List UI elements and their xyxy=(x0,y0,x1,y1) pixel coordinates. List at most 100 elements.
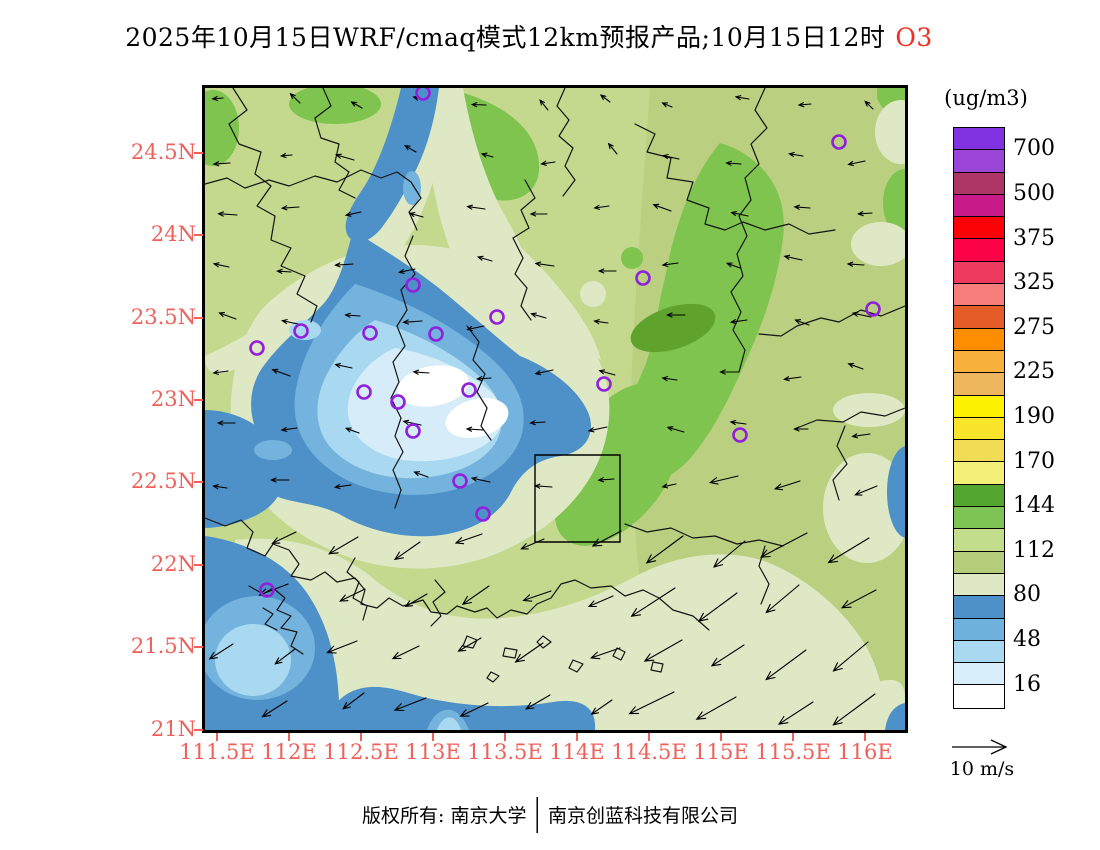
wind-arrow xyxy=(719,369,740,375)
wind-arrow xyxy=(630,587,676,617)
wind-arrow xyxy=(730,210,749,217)
lon-tick-mark xyxy=(504,733,506,741)
wind-arrow xyxy=(408,211,424,218)
colorbar-value-label: 225 xyxy=(1013,359,1055,385)
station-marker xyxy=(405,423,421,439)
lat-tick-label: 22N xyxy=(150,552,196,576)
colorbar-value-label: 48 xyxy=(1013,626,1041,652)
wind-arrow xyxy=(534,369,554,376)
lon-tick-mark xyxy=(216,733,218,741)
lon-tick-mark xyxy=(360,733,362,741)
lon-tick-label: 115.5E xyxy=(755,740,831,764)
wind-arrow xyxy=(729,319,748,325)
wind-arrow xyxy=(280,426,298,433)
wind-arrow xyxy=(533,483,553,489)
wind-arrow xyxy=(344,427,360,434)
wind-arrow xyxy=(270,477,290,483)
contour-map-canvas xyxy=(187,84,927,730)
title-text: 2025年10月15日WRF/cmaq模式12km预报产品;10月15日12时 xyxy=(125,23,886,52)
wind-arrow xyxy=(530,312,547,319)
colorbar-value-label: 190 xyxy=(1013,403,1055,429)
lon-tick-mark xyxy=(648,733,650,741)
wind-arrow xyxy=(599,94,611,103)
wind-arrow xyxy=(212,369,229,375)
wind-arrow xyxy=(598,369,616,376)
wind-arrow xyxy=(851,433,871,439)
wind-arrow xyxy=(289,92,301,104)
lat-tick-mark xyxy=(194,317,203,319)
wind-arrow xyxy=(466,325,485,332)
wind-arrow xyxy=(279,152,293,159)
lon-tick-label: 115E xyxy=(693,740,749,764)
wind-arrow xyxy=(832,693,876,726)
wind-arrow xyxy=(725,160,742,166)
lon-tick-label: 111.5E xyxy=(179,740,255,764)
wind-arrow xyxy=(520,538,545,550)
station-marker xyxy=(831,134,847,150)
wind-arrow xyxy=(827,537,870,564)
wind-arrow xyxy=(212,484,228,490)
wind-arrow xyxy=(846,261,865,267)
wind-arrow xyxy=(864,100,874,110)
wind-arrow xyxy=(350,101,363,109)
lon-tick-label: 114.5E xyxy=(611,740,687,764)
copyright-company: 南京创蓝科技有限公司 xyxy=(547,805,738,827)
station-marker xyxy=(635,270,651,286)
wind-arrow xyxy=(734,95,750,101)
colorbar-swatch xyxy=(954,150,1004,173)
wind-arrow xyxy=(326,640,358,654)
colorbar-swatch xyxy=(954,284,1004,307)
station-marker xyxy=(259,582,275,598)
wind-arrow xyxy=(597,477,615,483)
lon-tick-label: 112.5E xyxy=(323,740,399,764)
wind-arrow xyxy=(793,204,811,210)
lat-tick-label: 21N xyxy=(150,717,196,741)
wind-arrow xyxy=(271,531,297,544)
colorbar-swatch xyxy=(954,685,1004,708)
wind-arrow xyxy=(334,362,353,369)
colorbar-swatch xyxy=(954,350,1004,374)
colorbar-swatch xyxy=(954,395,1004,418)
wind-arrow xyxy=(208,643,234,660)
forecast-map xyxy=(187,84,927,733)
wind-arrow xyxy=(413,471,429,478)
wind-arrow xyxy=(712,540,746,568)
station-marker xyxy=(452,473,468,489)
wind-arrow xyxy=(333,484,352,490)
colorbar-swatch xyxy=(954,261,1004,285)
colorbar-value-label: 80 xyxy=(1013,582,1041,608)
lon-tick-mark xyxy=(576,733,578,741)
wind-arrow xyxy=(847,160,866,167)
colorbar-swatch xyxy=(954,573,1004,597)
colorbar-value-label: 144 xyxy=(1013,493,1055,519)
wind-arrow xyxy=(461,585,490,605)
station-marker xyxy=(356,384,372,400)
colorbar-value-label: 16 xyxy=(1013,671,1041,697)
station-marker xyxy=(405,277,421,293)
colorbar-swatch xyxy=(954,373,1004,396)
colorbar-swatch xyxy=(954,507,1004,530)
wind-arrow xyxy=(593,204,610,210)
lat-tick-mark xyxy=(194,729,203,731)
wind-arrow xyxy=(212,262,230,268)
wind-arrow xyxy=(280,319,299,325)
wind-reference-arrow xyxy=(952,739,1008,755)
colorbar-value-label: 112 xyxy=(1013,537,1055,563)
colorbar-swatch xyxy=(954,217,1004,240)
colorbar-swatch xyxy=(954,462,1004,485)
wind-arrow xyxy=(344,211,362,217)
wind-arrow xyxy=(765,649,807,681)
colorbar xyxy=(953,127,1005,709)
lon-tick-mark xyxy=(432,733,434,741)
station-marker xyxy=(489,309,505,325)
colorbar-swatch xyxy=(954,663,1004,686)
wind-arrow xyxy=(480,152,494,158)
colorbar-swatch xyxy=(954,128,1004,151)
lon-tick-mark xyxy=(288,733,290,741)
wind-arrow xyxy=(212,161,231,167)
colorbar-swatch xyxy=(954,172,1004,195)
station-marker xyxy=(249,340,265,356)
wind-arrow xyxy=(607,142,618,155)
wind-arrow xyxy=(470,476,491,483)
colorbar-value-label: 500 xyxy=(1013,180,1055,206)
